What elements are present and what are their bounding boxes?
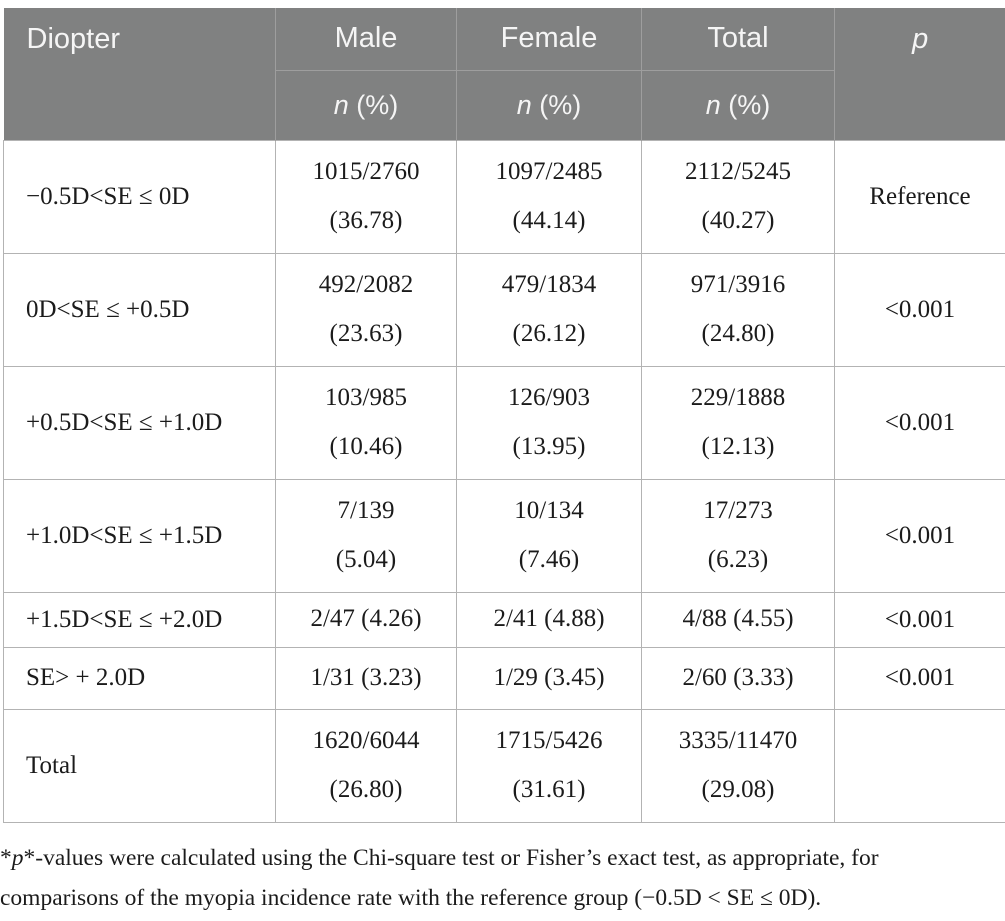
subheader-total-npct: n (%)	[642, 70, 835, 140]
header-diopter: Diopter	[4, 8, 276, 140]
p-cell: <0.001	[835, 366, 1005, 479]
diopter-cell: Total	[4, 709, 276, 822]
footnote-line2-text: comparisons of the myopia incidence rate…	[0, 885, 821, 911]
p-cell	[835, 709, 1005, 822]
diopter-cell: 0D<SE ≤ +0.5D	[4, 253, 276, 366]
myopia-incidence-table: Diopter Male Female Total p n (%) n (%) …	[3, 8, 1005, 823]
p-cell: <0.001	[835, 479, 1005, 592]
male-cell: 2/47 (4.26)	[276, 592, 457, 647]
header-total: Total	[642, 8, 835, 70]
subheader-n: n	[706, 90, 721, 120]
female-cell: 1097/2485(44.14)	[457, 140, 642, 253]
header-female: Female	[457, 8, 642, 70]
subheader-pct: (%)	[728, 90, 770, 120]
male-cell: 492/2082(23.63)	[276, 253, 457, 366]
diopter-cell: −0.5D<SE ≤ 0D	[4, 140, 276, 253]
p-cell: <0.001	[835, 647, 1005, 709]
table-row: +1.5D<SE ≤ +2.0D 2/47 (4.26) 2/41 (4.88)…	[4, 592, 1005, 647]
subheader-pct: (%)	[539, 90, 581, 120]
total-cell: 17/273(6.23)	[642, 479, 835, 592]
footnote-p-symbol: p	[12, 845, 24, 871]
male-cell: 1015/2760(36.78)	[276, 140, 457, 253]
female-cell: 2/41 (4.88)	[457, 592, 642, 647]
total-cell: 2/60 (3.33)	[642, 647, 835, 709]
total-cell: 3335/11470(29.08)	[642, 709, 835, 822]
total-cell: 4/88 (4.55)	[642, 592, 835, 647]
table-row: −0.5D<SE ≤ 0D 1015/2760(36.78) 1097/2485…	[4, 140, 1005, 253]
p-cell: <0.001	[835, 592, 1005, 647]
male-cell: 1/31 (3.23)	[276, 647, 457, 709]
female-cell: 1/29 (3.45)	[457, 647, 642, 709]
male-cell: 7/139(5.04)	[276, 479, 457, 592]
diopter-cell: +1.0D<SE ≤ +1.5D	[4, 479, 276, 592]
female-cell: 479/1834(26.12)	[457, 253, 642, 366]
subheader-male-npct: n (%)	[276, 70, 457, 140]
total-cell: 971/3916(24.80)	[642, 253, 835, 366]
total-cell: 2112/5245(40.27)	[642, 140, 835, 253]
header-male: Male	[276, 8, 457, 70]
male-cell: 103/985(10.46)	[276, 366, 457, 479]
subheader-n: n	[334, 90, 349, 120]
table-header: Diopter Male Female Total p n (%) n (%) …	[4, 8, 1005, 140]
table-footnote: *p*-values were calculated using the Chi…	[0, 838, 1005, 918]
table-row: Total 1620/6044(26.80) 1715/5426(31.61) …	[4, 709, 1005, 822]
diopter-cell: +0.5D<SE ≤ +1.0D	[4, 366, 276, 479]
table-body: −0.5D<SE ≤ 0D 1015/2760(36.78) 1097/2485…	[4, 140, 1005, 822]
table-row: +1.0D<SE ≤ +1.5D 7/139(5.04) 10/134(7.46…	[4, 479, 1005, 592]
table-row: 0D<SE ≤ +0.5D 492/2082(23.63) 479/1834(2…	[4, 253, 1005, 366]
p-cell: Reference	[835, 140, 1005, 253]
diopter-cell: SE> + 2.0D	[4, 647, 276, 709]
p-cell: <0.001	[835, 253, 1005, 366]
diopter-cell: +1.5D<SE ≤ +2.0D	[4, 592, 276, 647]
female-cell: 1715/5426(31.61)	[457, 709, 642, 822]
female-cell: 10/134(7.46)	[457, 479, 642, 592]
footnote-asterisk: *	[0, 845, 12, 871]
footnote-line1-text: *-values were calculated using the Chi-s…	[24, 845, 879, 871]
subheader-pct: (%)	[356, 90, 398, 120]
table-row: SE> + 2.0D 1/31 (3.23) 1/29 (3.45) 2/60 …	[4, 647, 1005, 709]
female-cell: 126/903(13.95)	[457, 366, 642, 479]
subheader-n: n	[517, 90, 532, 120]
header-p: p	[835, 8, 1005, 140]
table-figure: Diopter Male Female Total p n (%) n (%) …	[3, 8, 1005, 823]
total-cell: 229/1888(12.13)	[642, 366, 835, 479]
male-cell: 1620/6044(26.80)	[276, 709, 457, 822]
subheader-female-npct: n (%)	[457, 70, 642, 140]
table-row: +0.5D<SE ≤ +1.0D 103/985(10.46) 126/903(…	[4, 366, 1005, 479]
